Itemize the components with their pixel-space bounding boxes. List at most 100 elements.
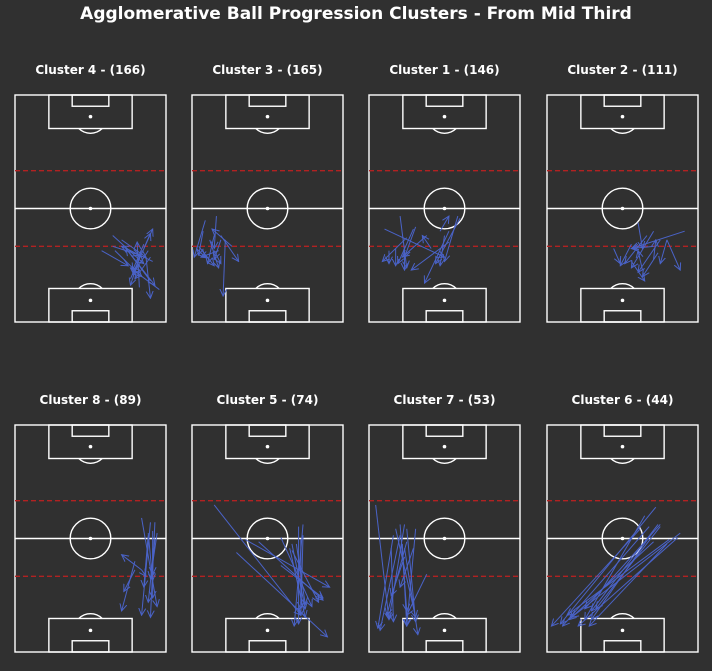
penalty-spot-top xyxy=(620,444,625,449)
progression-arrow xyxy=(122,561,136,611)
penalty-area-bottom xyxy=(225,617,310,653)
cluster-panel: Cluster 7 - (53) xyxy=(368,393,521,653)
progression-arrow xyxy=(631,230,655,268)
progression-arrow xyxy=(198,246,215,265)
goal-area-bottom xyxy=(248,640,287,653)
penalty-arc-bottom xyxy=(78,283,103,290)
progression-arrow xyxy=(199,231,203,255)
penalty-area-top xyxy=(580,94,665,130)
penalty-spot-top xyxy=(88,444,93,449)
penalty-arc-top xyxy=(610,457,635,464)
centre-circle xyxy=(601,517,644,560)
centre-circle xyxy=(69,187,112,230)
penalty-spot-top xyxy=(620,114,625,119)
penalty-area-bottom xyxy=(402,617,487,653)
penalty-arc-top xyxy=(255,127,280,134)
penalty-area-top xyxy=(225,94,310,130)
progression-arrow xyxy=(144,535,149,587)
penalty-arc-top xyxy=(78,457,103,464)
cluster-panel: Cluster 8 - (89) xyxy=(14,393,167,653)
goal-area-bottom xyxy=(71,640,110,653)
penalty-spot-top xyxy=(265,114,270,119)
centre-circle xyxy=(69,517,112,560)
cluster-title: Cluster 3 - (165) xyxy=(212,63,322,77)
cluster-panel: Cluster 1 - (146) xyxy=(368,63,521,323)
penalty-arc-bottom xyxy=(255,283,280,290)
progression-arrow xyxy=(563,526,650,626)
progression-arrow xyxy=(384,228,445,257)
penalty-arc-top xyxy=(432,127,457,134)
progression-arrow xyxy=(289,548,306,617)
cluster-panel: Cluster 6 - (44) xyxy=(546,393,699,653)
progression-arrow xyxy=(398,228,414,264)
progression-arrow xyxy=(399,524,407,610)
goal-area-bottom xyxy=(248,310,287,323)
penalty-area-bottom xyxy=(225,287,310,323)
centre-spot xyxy=(620,206,625,211)
penalty-area-bottom xyxy=(48,287,133,323)
progression-arrow xyxy=(445,215,459,261)
cluster-title: Cluster 5 - (74) xyxy=(217,393,319,407)
progression-arrow xyxy=(395,528,416,618)
progression-arrow xyxy=(122,555,142,571)
progression-arrow xyxy=(213,504,301,615)
progression-arrow xyxy=(407,573,428,615)
progression-arrow xyxy=(569,541,654,620)
penalty-area-bottom xyxy=(580,617,665,653)
progression-arrow xyxy=(422,236,432,249)
penalty-spot-top xyxy=(442,114,447,119)
progression-arrow xyxy=(630,261,644,280)
progression-arrow xyxy=(560,506,657,624)
cluster-panel: Cluster 4 - (166) xyxy=(14,63,167,323)
progression-arrow xyxy=(245,539,329,588)
goal-area-top xyxy=(71,424,110,437)
cluster-title: Cluster 8 - (89) xyxy=(40,393,142,407)
cluster-title: Cluster 6 - (44) xyxy=(572,393,674,407)
penalty-area-top xyxy=(48,94,133,130)
goal-area-bottom xyxy=(425,310,464,323)
centre-spot xyxy=(265,206,270,211)
progression-arrow xyxy=(642,252,659,277)
cluster-title: Cluster 4 - (166) xyxy=(35,63,145,77)
goal-area-top xyxy=(425,424,464,437)
progression-arrow xyxy=(613,248,621,263)
penalty-arc-top xyxy=(610,127,635,134)
progression-arrow xyxy=(391,556,406,596)
progression-arrow xyxy=(666,239,680,270)
goal-area-bottom xyxy=(603,310,642,323)
goal-area-top xyxy=(248,94,287,107)
goal-area-bottom xyxy=(603,640,642,653)
penalty-spot-bottom xyxy=(620,628,625,633)
penalty-arc-bottom xyxy=(432,613,457,620)
progression-arrow xyxy=(436,217,461,263)
progression-arrow xyxy=(143,233,151,249)
centre-spot xyxy=(620,536,625,541)
penalty-spot-top xyxy=(442,444,447,449)
progression-arrow xyxy=(389,524,406,619)
progression-arrow xyxy=(439,216,449,232)
centre-circle xyxy=(423,517,466,560)
penalty-arc-bottom xyxy=(78,613,103,620)
progression-arrow xyxy=(137,242,139,288)
penalty-spot-bottom xyxy=(265,298,270,303)
penalty-area-top xyxy=(48,424,133,460)
progression-arrow xyxy=(382,237,408,262)
cluster-title: Cluster 1 - (146) xyxy=(389,63,499,77)
progression-arrow xyxy=(280,537,312,606)
centre-spot xyxy=(442,206,447,211)
progression-arrow xyxy=(585,515,646,620)
progression-arrow xyxy=(101,250,129,266)
centre-spot xyxy=(88,206,93,211)
progression-arrow xyxy=(425,230,450,283)
progression-arrow xyxy=(638,222,642,249)
penalty-area-bottom xyxy=(48,617,133,653)
progression-arrow xyxy=(301,535,303,615)
progression-arrow xyxy=(660,239,668,264)
progression-arrow xyxy=(591,530,654,620)
penalty-spot-bottom xyxy=(620,298,625,303)
figure-title: Agglomerative Ball Progression Clusters … xyxy=(80,4,632,24)
centre-circle xyxy=(246,187,289,230)
progression-arrow xyxy=(223,239,225,296)
centre-circle xyxy=(423,187,466,230)
goal-area-top xyxy=(71,94,110,107)
